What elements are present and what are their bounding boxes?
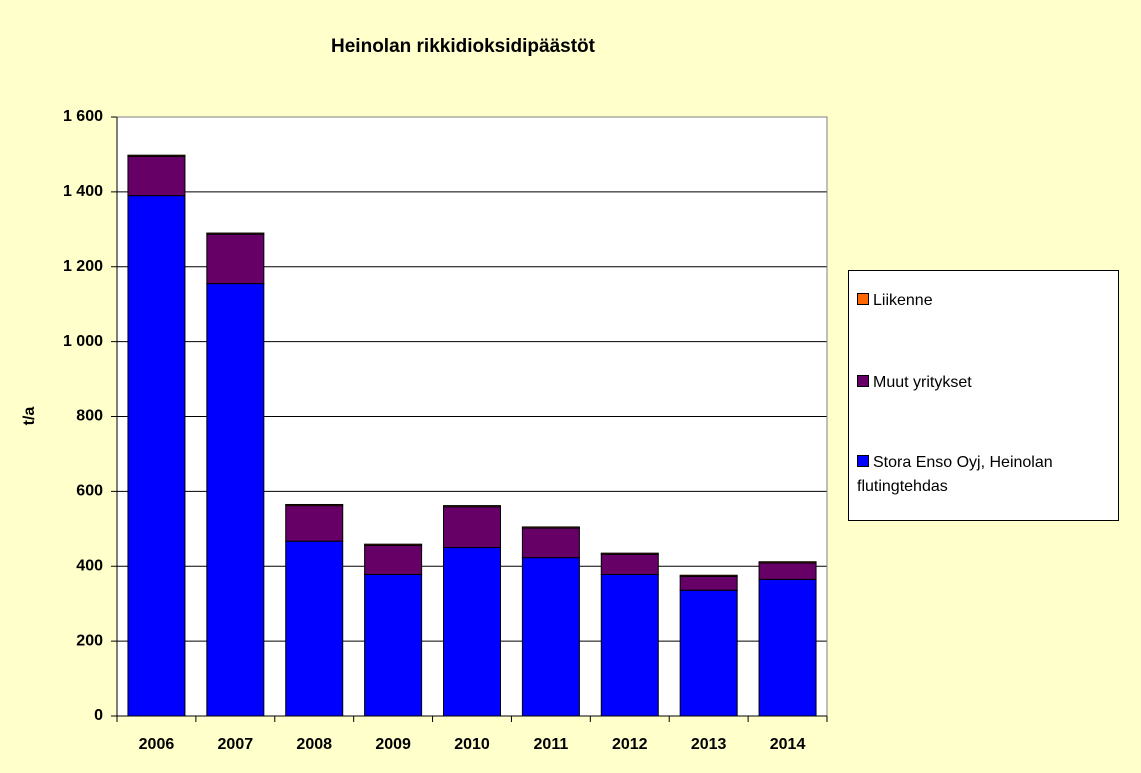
legend-label: Stora Enso Oyj, Heinolan flutingtehdas [857, 454, 1053, 495]
x-tick-label: 2009 [375, 736, 411, 753]
bar-segment [364, 573, 423, 717]
bar-segment [364, 544, 423, 575]
bar-segment [285, 503, 344, 507]
x-tick-label: 2010 [454, 736, 490, 753]
legend-swatch [857, 293, 869, 305]
x-tick-label: 2012 [612, 736, 648, 753]
x-tick-label: 2011 [534, 736, 569, 753]
y-tick-label: 1 400 [63, 183, 103, 200]
bar-segment [364, 543, 423, 546]
bar-segment [206, 232, 265, 235]
bar-segment [600, 573, 659, 717]
bar-segment [443, 547, 501, 717]
y-tick-label: 400 [76, 557, 103, 574]
x-tick-label: 2013 [691, 736, 727, 753]
y-tick-label: 800 [76, 408, 103, 425]
legend-item: Stora Enso Oyj, Heinolan flutingtehdas [857, 451, 1113, 499]
bar-segment [127, 154, 186, 157]
bar-segment [443, 506, 501, 549]
x-tick-label: 2006 [139, 736, 175, 753]
bar-segment [521, 527, 580, 559]
y-tick-label: 1 000 [63, 333, 103, 350]
y-tick-label: 1 600 [63, 108, 103, 125]
legend-label: Liikenne [873, 292, 933, 309]
legend: Liikenne Muut yritykset Stora Enso Oyj, He… [848, 270, 1119, 521]
bar-segment [758, 562, 817, 580]
bar-segment [127, 155, 186, 197]
y-tick-label: 200 [76, 632, 103, 649]
legend-label: Muut yritykset [873, 374, 972, 391]
bar-segment [206, 233, 265, 285]
bar-segment [285, 505, 344, 542]
legend-item: Muut yritykset [857, 371, 1113, 395]
bar-segment [443, 505, 501, 508]
bar-segment [679, 589, 738, 717]
bar-segment [679, 575, 738, 591]
x-tick-label: 2008 [296, 736, 332, 753]
y-tick-label: 0 [94, 707, 103, 724]
bar-segment [679, 574, 738, 577]
chart-title: Heinolan rikkidioksidipäästöt [331, 36, 596, 57]
bar-segment [600, 552, 659, 555]
legend-item: Liikenne [857, 289, 1113, 313]
bar-segment [758, 561, 817, 564]
bar-segment [127, 195, 186, 717]
bar-segment [521, 557, 580, 717]
legend-swatch [857, 375, 869, 387]
bar-segment [521, 526, 580, 529]
x-tick-label: 2007 [218, 736, 254, 753]
y-axis-label: t/a [21, 407, 38, 426]
x-tick-label: 2014 [770, 736, 806, 753]
y-tick-label: 600 [76, 483, 103, 500]
y-tick-label: 1 200 [63, 258, 103, 275]
bar-segment [758, 578, 817, 717]
bar-segment [285, 540, 344, 717]
legend-swatch [857, 455, 869, 467]
bar-segment [206, 283, 265, 717]
bar-segment [600, 553, 659, 575]
